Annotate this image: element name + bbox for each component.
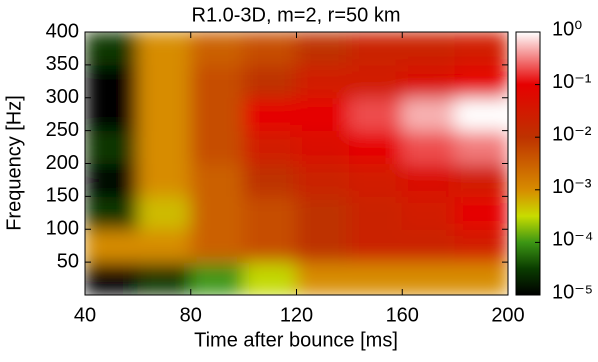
y-tick-label: 50 bbox=[57, 250, 79, 272]
heat-cell bbox=[454, 130, 508, 164]
heat-cell bbox=[85, 64, 139, 99]
y-tick-label: 400 bbox=[46, 20, 79, 42]
heat-cell bbox=[243, 130, 297, 164]
heat-cell bbox=[401, 97, 456, 132]
heat-cell bbox=[296, 261, 350, 295]
heat-cell bbox=[401, 130, 456, 164]
heat-cell bbox=[296, 163, 350, 197]
heat-cell bbox=[296, 64, 350, 99]
heat-cell bbox=[454, 32, 508, 66]
colorbar-tick-label: 10⁻³ bbox=[552, 176, 592, 198]
heat-cell bbox=[85, 195, 139, 230]
heat-cell bbox=[401, 261, 456, 295]
heat-cell bbox=[190, 130, 245, 164]
y-tick-label: 350 bbox=[46, 53, 79, 75]
heat-cell bbox=[190, 261, 245, 295]
heat-cell bbox=[348, 97, 403, 132]
x-tick-label: 200 bbox=[491, 304, 524, 326]
colorbar-tick-label: 10⁻² bbox=[552, 123, 592, 145]
heat-cell bbox=[137, 97, 192, 132]
heat-cell bbox=[296, 195, 350, 230]
heat-cell bbox=[137, 32, 192, 66]
heat-cell bbox=[190, 32, 245, 66]
colorbar-tick-label: 10⁻⁵ bbox=[552, 281, 593, 303]
heat-cell bbox=[137, 261, 192, 295]
heat-cell bbox=[85, 130, 139, 164]
heat-cell bbox=[137, 130, 192, 164]
heat-cell bbox=[190, 163, 245, 197]
y-tick-label: 100 bbox=[46, 218, 79, 240]
heat-cell bbox=[454, 228, 508, 263]
heat-cell bbox=[137, 163, 192, 197]
y-tick-label: 200 bbox=[46, 152, 79, 174]
heat-cell bbox=[454, 195, 508, 230]
colorbar-tick-label: 10⁰ bbox=[552, 18, 582, 40]
heat-cell bbox=[454, 97, 508, 132]
heat-cell bbox=[85, 228, 139, 263]
heat-cell bbox=[243, 261, 297, 295]
heat-cell bbox=[243, 64, 297, 99]
heat-cell bbox=[348, 261, 403, 295]
heat-cell bbox=[348, 64, 403, 99]
heat-cell bbox=[137, 195, 192, 230]
heat-cell bbox=[190, 228, 245, 263]
heat-cell bbox=[296, 32, 350, 66]
x-tick-label: 120 bbox=[280, 304, 313, 326]
heat-cell bbox=[348, 163, 403, 197]
heat-cell bbox=[454, 163, 508, 197]
heat-cell bbox=[348, 32, 403, 66]
heat-cell bbox=[401, 228, 456, 263]
y-tick-label: 150 bbox=[46, 185, 79, 207]
heat-cell bbox=[85, 97, 139, 132]
heat-cell bbox=[243, 228, 297, 263]
heat-cell bbox=[243, 97, 297, 132]
heat-cell bbox=[401, 195, 456, 230]
x-tick-label: 80 bbox=[180, 304, 202, 326]
x-tick-label: 40 bbox=[74, 304, 96, 326]
heat-cell bbox=[190, 195, 245, 230]
heat-cell bbox=[401, 64, 456, 99]
x-axis-label: Time after bounce [ms] bbox=[194, 329, 398, 351]
heat-cell bbox=[296, 228, 350, 263]
heat-cell bbox=[85, 261, 139, 295]
y-tick-label: 300 bbox=[46, 86, 79, 108]
heat-cell bbox=[243, 195, 297, 230]
colorbar-tick-label: 10⁻¹ bbox=[552, 71, 592, 93]
heat-cell bbox=[348, 228, 403, 263]
heat-cell bbox=[401, 32, 456, 66]
heat-cell bbox=[85, 32, 139, 66]
heat-cell bbox=[296, 97, 350, 132]
y-tick-label: 250 bbox=[46, 119, 79, 141]
heat-cell bbox=[243, 32, 297, 66]
x-tick-label: 160 bbox=[386, 304, 419, 326]
heat-cell bbox=[137, 228, 192, 263]
heat-cell bbox=[401, 163, 456, 197]
heat-cell bbox=[85, 163, 139, 197]
heat-cell bbox=[243, 163, 297, 197]
heat-cell bbox=[454, 261, 508, 295]
colorbar-tick-label: 10⁻⁴ bbox=[552, 229, 593, 251]
chart-title: R1.0-3D, m=2, r=50 km bbox=[192, 4, 401, 26]
colorbar bbox=[515, 31, 541, 296]
heat-cell bbox=[190, 64, 245, 99]
heat-cell bbox=[190, 97, 245, 132]
heat-cell bbox=[454, 64, 508, 99]
heat-cell bbox=[348, 195, 403, 230]
heat-cell bbox=[348, 130, 403, 164]
heat-cell bbox=[296, 130, 350, 164]
y-axis-label: Frequency [Hz] bbox=[3, 95, 25, 231]
heat-cell bbox=[137, 64, 192, 99]
